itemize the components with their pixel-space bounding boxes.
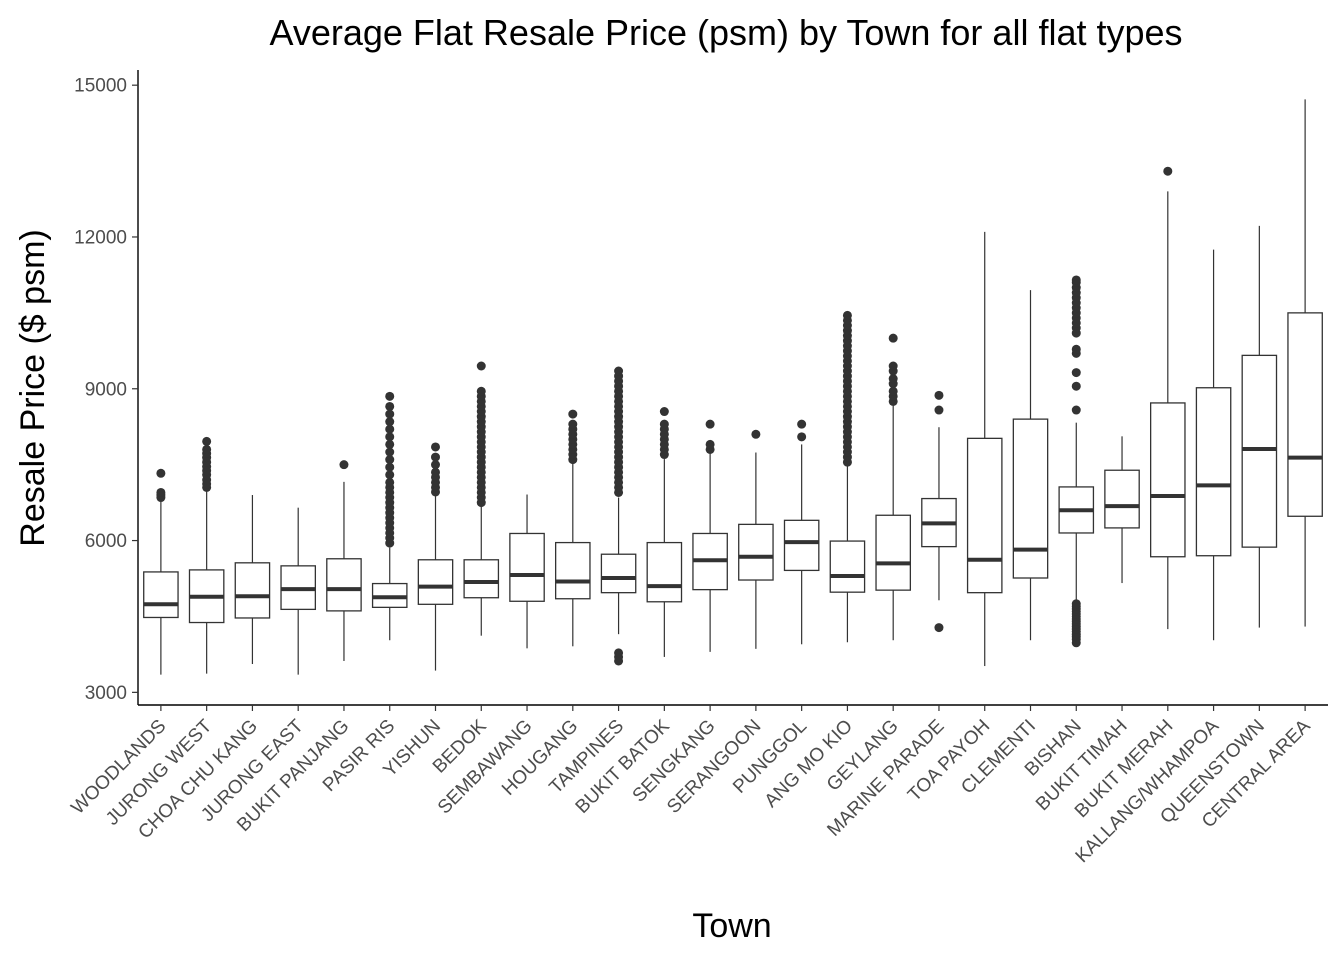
box-body: [783, 519, 820, 572]
outlier-point: [431, 442, 440, 452]
box-body: [1149, 402, 1186, 558]
box-body: [1012, 418, 1049, 579]
outlier-point: [797, 432, 807, 442]
outlier-point: [659, 407, 669, 417]
box-body: [829, 540, 866, 593]
box-body: [554, 541, 591, 600]
y-tick-label: 12000: [74, 227, 127, 248]
outlier-point: [568, 419, 578, 429]
outlier-point: [476, 361, 486, 371]
outlier-point: [1071, 275, 1081, 285]
box-body: [600, 553, 637, 594]
outlier-point: [614, 366, 624, 376]
outlier-point: [476, 386, 486, 396]
outlier-point: [888, 386, 898, 396]
outlier-point: [385, 417, 395, 427]
outlier-point: [705, 439, 715, 449]
box-body: [1104, 469, 1140, 529]
box-body: [1287, 312, 1323, 517]
outlier-point: [934, 390, 944, 400]
outlier-point: [659, 419, 669, 429]
outlier-point: [385, 409, 395, 419]
outlier-point: [385, 391, 395, 401]
box-body: [646, 541, 683, 603]
outlier-point: [1071, 344, 1081, 354]
outlier-point: [431, 467, 440, 477]
outlier-point: [1071, 368, 1081, 378]
box-body: [326, 558, 362, 612]
outlier-point: [1071, 405, 1081, 415]
outlier-point: [1163, 166, 1173, 176]
outlier-point: [842, 310, 852, 320]
outlier-point: [385, 424, 395, 434]
chart-title: Average Flat Resale Price (psm) by Town …: [269, 12, 1182, 53]
y-tick-label: 9000: [85, 379, 127, 400]
outlier-point: [888, 361, 898, 371]
box-body: [738, 523, 774, 581]
box-body: [417, 559, 454, 605]
outlier-point: [156, 468, 166, 478]
box-body: [966, 437, 1003, 594]
y-axis-title: Resale Price ($ psm): [14, 229, 52, 546]
outlier-point: [934, 405, 944, 415]
box-body: [1195, 387, 1232, 557]
outlier-point: [202, 436, 212, 446]
outlier-point: [385, 447, 395, 457]
y-tick-label: 15000: [74, 76, 127, 97]
outlier-point: [202, 444, 212, 454]
box-body: [463, 559, 500, 599]
outlier-point: [385, 401, 395, 411]
outlier-point: [156, 487, 166, 497]
outlier-point: [339, 460, 349, 470]
outlier-point: [614, 648, 624, 658]
outlier-point: [385, 439, 395, 449]
outlier-point: [751, 429, 761, 439]
box-body: [1241, 354, 1278, 548]
outlier-point: [705, 419, 715, 429]
outlier-point: [385, 432, 395, 442]
outlier-point: [568, 409, 578, 419]
outlier-point: [431, 452, 440, 462]
outlier-point: [888, 374, 898, 384]
x-axis-title: Town: [692, 907, 771, 945]
y-tick-label: 3000: [85, 683, 127, 704]
outlier-point: [431, 460, 440, 470]
box-body: [234, 562, 271, 619]
box-body: [875, 514, 912, 591]
outlier-point: [385, 470, 395, 480]
outlier-point: [1071, 599, 1081, 609]
outlier-point: [888, 333, 898, 343]
outlier-point: [385, 477, 395, 487]
outlier-point: [797, 419, 807, 429]
box-body: [143, 571, 179, 619]
box-body: [509, 532, 545, 602]
outlier-point: [385, 462, 395, 472]
outlier-point: [1071, 381, 1081, 391]
outlier-point: [934, 623, 944, 633]
y-tick-label: 6000: [85, 531, 127, 552]
outlier-point: [385, 455, 395, 465]
